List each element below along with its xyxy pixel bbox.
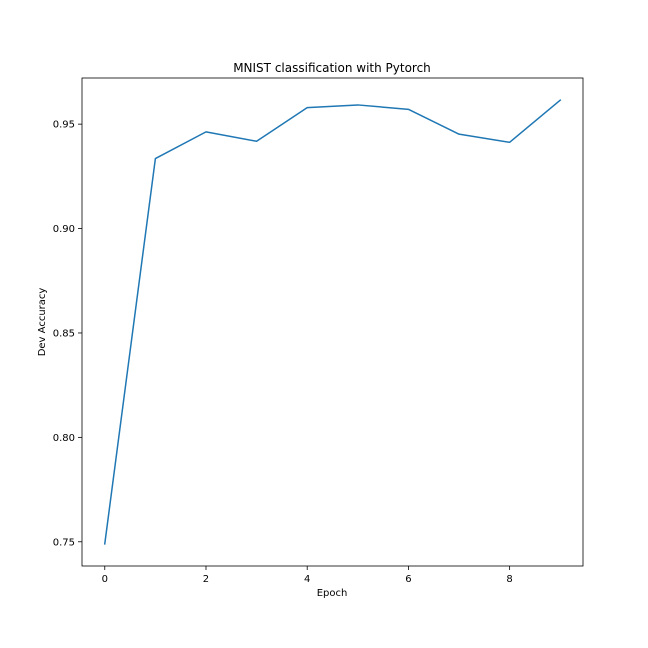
plot-area: 0 2 4 6 8 0.75 0.80 0.85 0.90 0.95 (53, 77, 584, 585)
y-tick-label: 0.95 (53, 120, 75, 131)
y-tick-label: 0.85 (53, 328, 75, 339)
x-tick-label: 2 (203, 574, 209, 585)
y-tick-label: 0.90 (53, 224, 75, 235)
y-tick-label: 0.80 (53, 433, 75, 444)
x-tick-label: 0 (102, 574, 108, 585)
x-tick-label: 6 (405, 574, 411, 585)
x-axis-label: Epoch (317, 588, 348, 599)
axes-frame (81, 77, 584, 567)
x-tick-label: 4 (304, 574, 310, 585)
chart-title: MNIST classification with Pytorch (233, 61, 431, 75)
x-tick-label: 8 (506, 574, 512, 585)
y-axis-label: Dev Accuracy (37, 288, 48, 357)
y-tick-label: 0.75 (53, 537, 75, 548)
series-line-0 (103, 99, 562, 545)
